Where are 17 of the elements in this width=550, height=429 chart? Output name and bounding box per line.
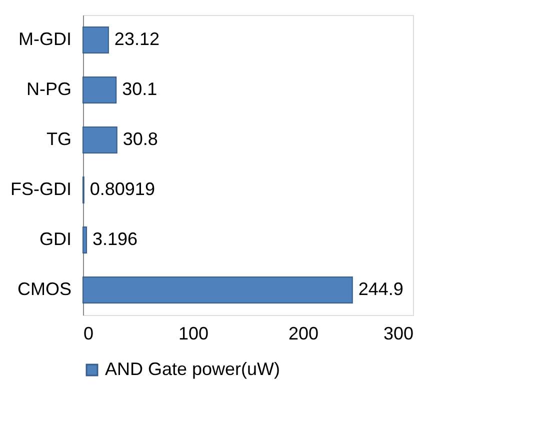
x-tick-label: 100 <box>178 324 209 344</box>
x-tick-label: 0 <box>84 324 94 344</box>
y-tick-label: N-PG <box>26 79 72 99</box>
y-tick-label: M-GDI <box>18 29 72 49</box>
legend-label: AND Gate power(uW) <box>105 359 280 379</box>
data-label: 23.12 <box>114 29 160 49</box>
y-tick-label: CMOS <box>18 279 72 299</box>
y-tick-label: TG <box>46 129 72 149</box>
data-label: 0.80919 <box>90 179 155 199</box>
x-tick-label: 200 <box>288 324 319 344</box>
data-label: 30.1 <box>122 79 158 99</box>
y-tick-label: FS-GDI <box>10 179 72 199</box>
y-tick-label: GDI <box>39 229 72 249</box>
x-tick-label: 300 <box>383 324 414 344</box>
data-label: 30.8 <box>122 129 158 149</box>
data-label: 244.9 <box>358 279 404 299</box>
data-label: 3.196 <box>92 229 138 249</box>
